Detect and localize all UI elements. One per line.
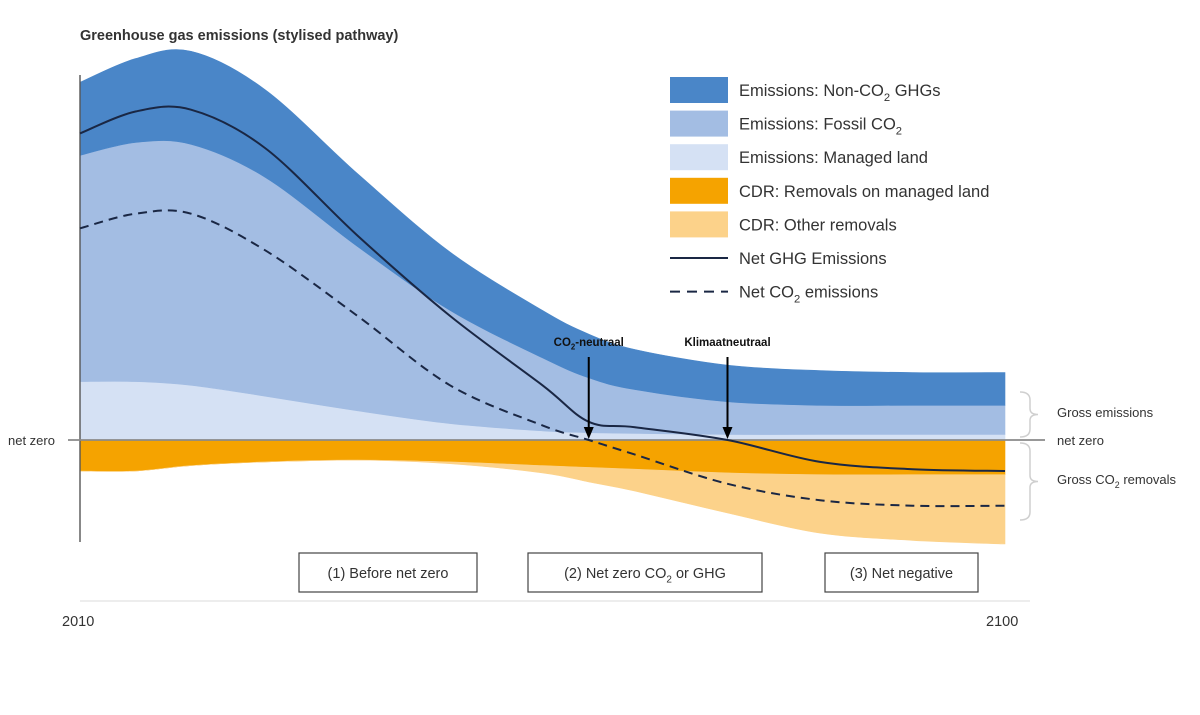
legend-swatch-0 (670, 77, 728, 103)
phase-boxes: (1) Before net zero (2) Net zero CO2 or G… (298, 552, 979, 593)
legend-swatch-1 (670, 110, 728, 137)
net-zero-label-right: net zero (1057, 433, 1104, 448)
neutrality-annotations: CO2-neutraal Klimaatneutraal (554, 337, 771, 439)
gross-co2-removals-label: Gross CO2 removals (1057, 472, 1177, 490)
x-tick-label-end: 2100 (986, 614, 1018, 630)
phase-label-1: (1) Before net zero (328, 566, 449, 582)
klimaatneutraal-label: Klimaatneutraal (684, 337, 770, 349)
legend-label-5: Net GHG Emissions (739, 250, 887, 268)
net-co2-emissions-line (79, 209, 1006, 508)
legend-label-3: CDR: Removals on managed land (739, 183, 989, 201)
net-ghg-emissions-line (79, 105, 1006, 472)
legend-label-4: CDR: Other removals (739, 216, 897, 234)
x-axis: 2010 2100 (62, 600, 1030, 630)
chart-title: Greenhouse gas emissions (stylised pathw… (80, 28, 398, 44)
legend-label-0: Emissions: Non-CO2 GHGs (739, 82, 941, 104)
legend: Emissions: Non-CO2 GHGs Emissions: Fossil… (670, 77, 989, 306)
phase-box-2 (527, 552, 763, 593)
legend-swatch-2 (670, 144, 728, 171)
legend-swatch-3 (670, 177, 728, 204)
legend-swatch-4 (670, 211, 728, 238)
net-emission-lines (79, 105, 1006, 508)
phase-label-3: (3) Net negative (850, 566, 953, 582)
co2-neutraal-label: CO2-neutraal (554, 337, 624, 351)
gross-braces: Gross emissions Gross CO2 removals (1019, 391, 1177, 521)
gross-removals-brace (1019, 442, 1039, 521)
annotation-arrow-head (722, 427, 733, 439)
x-tick-label-start: 2010 (62, 614, 94, 630)
gross-emissions-label: Gross emissions (1057, 405, 1154, 420)
phase-label-2: (2) Net zero CO2 or GHG (564, 566, 726, 585)
net-zero-label-left: net zero (8, 433, 55, 448)
stacked-areas (79, 49, 1006, 545)
net-zero-axis: net zero net zero (8, 75, 1104, 542)
legend-label-1: Emissions: Fossil CO2 (739, 116, 902, 138)
legend-label-6: Net CO2 emissions (739, 284, 878, 306)
legend-label-2: Emissions: Managed land (739, 149, 928, 167)
gross-emissions-brace (1019, 391, 1039, 438)
phase-box-3 (824, 552, 979, 593)
annotation-arrow-head (583, 427, 594, 439)
phase-box-1 (298, 552, 478, 593)
area-cdr-other-removals (79, 459, 1006, 545)
area-non-co2-ghgs (79, 49, 1006, 406)
